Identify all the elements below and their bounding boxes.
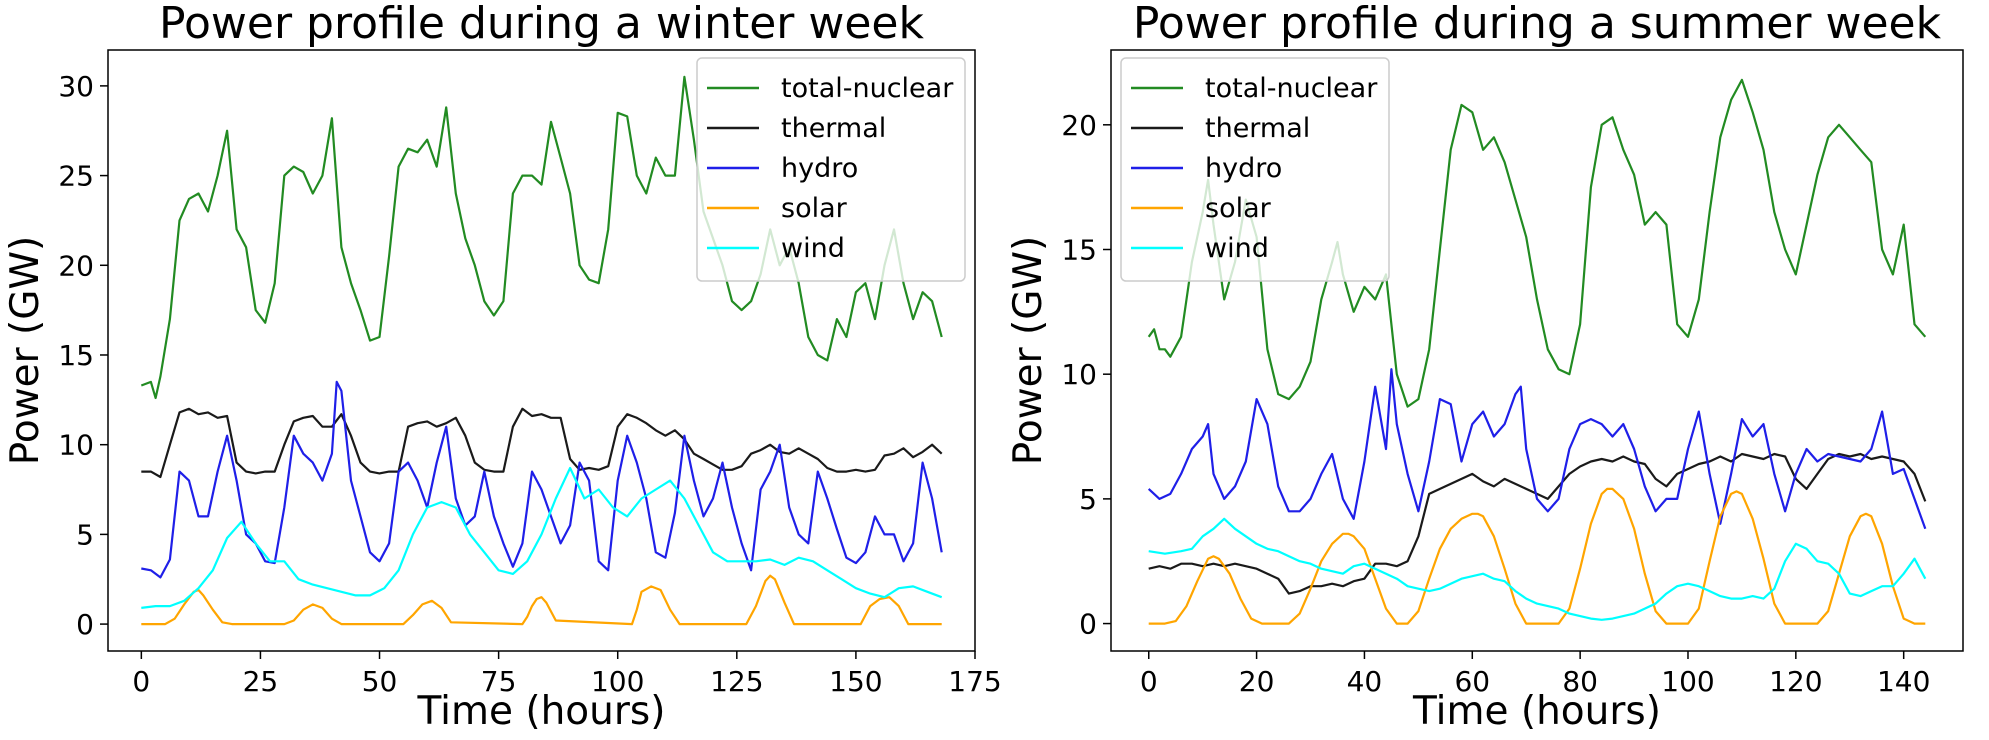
legend-label-thermal: thermal bbox=[1205, 113, 1310, 144]
x-tick-label: 100 bbox=[1661, 665, 1714, 698]
legend-label-wind: wind bbox=[1205, 233, 1269, 264]
y-tick-label: 25 bbox=[58, 160, 94, 193]
x-axis-label: Time (hours) bbox=[417, 689, 666, 734]
y-axis-label: Power (GW) bbox=[1006, 236, 1051, 466]
y-tick-label: 20 bbox=[1061, 109, 1097, 142]
x-axis-label: Time (hours) bbox=[1412, 689, 1661, 734]
x-tick-label: 75 bbox=[481, 665, 517, 698]
plot-frame bbox=[107, 49, 976, 652]
series-line-hydro bbox=[141, 380, 943, 579]
legend: total-nuclear thermal hydro solar wind bbox=[696, 57, 966, 282]
x-tick-label: 120 bbox=[1769, 665, 1822, 698]
legend-label-hydro: hydro bbox=[1205, 153, 1282, 184]
series-line-thermal bbox=[1148, 452, 1927, 595]
legend-label-total-nuclear: total-nuclear bbox=[1205, 73, 1378, 104]
y-tick-label: 20 bbox=[58, 249, 94, 282]
series-line-wind bbox=[1148, 517, 1927, 621]
x-tick-label: 50 bbox=[362, 665, 398, 698]
series-line-solar bbox=[141, 574, 942, 626]
x-tick-label: 0 bbox=[132, 665, 150, 698]
plot-frame bbox=[1110, 49, 1964, 652]
x-tick-label: 0 bbox=[1140, 665, 1158, 698]
series-line-hydro bbox=[1147, 368, 1927, 530]
legend: total-nuclear thermal hydro solar wind bbox=[1120, 57, 1390, 282]
y-tick-label: 5 bbox=[1079, 483, 1097, 516]
chart-panel-winter: 0 25 50 75 100 125 150 175 0 5 10 15 20 25 30 Power pro… bbox=[3, 0, 1002, 734]
legend-box bbox=[1120, 57, 1390, 282]
y-tick-label: 10 bbox=[58, 429, 94, 462]
x-tick-label: 150 bbox=[829, 665, 882, 698]
x-tick-label: 100 bbox=[591, 665, 644, 698]
y-tick-label: 5 bbox=[76, 518, 94, 551]
series-line-total-nuclear bbox=[140, 75, 943, 400]
legend-label-wind: wind bbox=[781, 233, 845, 264]
y-tick-label: 0 bbox=[1079, 608, 1097, 641]
y-tick-label: 10 bbox=[1061, 358, 1097, 391]
legend-label-total-nuclear: total-nuclear bbox=[781, 73, 954, 104]
x-tick-label: 40 bbox=[1347, 665, 1383, 698]
x-tick-label: 80 bbox=[1562, 665, 1598, 698]
legend-label-solar: solar bbox=[781, 193, 848, 224]
y-axis-label: Power (GW) bbox=[3, 236, 48, 466]
chart-title: Power profile during a winter week bbox=[159, 0, 924, 49]
series-line-wind bbox=[141, 466, 943, 609]
chart-title: Power profile during a summer week bbox=[1133, 0, 1942, 49]
x-tick-label: 60 bbox=[1454, 665, 1490, 698]
y-tick-label: 30 bbox=[58, 70, 94, 103]
x-tick-label: 20 bbox=[1239, 665, 1275, 698]
chart-panel-summer: 0 20 40 60 80 100 120 140 0 5 10 15 20 Power profile … bbox=[1006, 0, 1964, 734]
legend-label-hydro: hydro bbox=[781, 153, 858, 184]
y-tick-label: 15 bbox=[1061, 234, 1097, 267]
legend-box bbox=[696, 57, 966, 282]
series-line-thermal bbox=[141, 407, 943, 479]
x-tick-label: 175 bbox=[948, 665, 1001, 698]
x-tick-label: 125 bbox=[710, 665, 763, 698]
legend-label-thermal: thermal bbox=[781, 113, 886, 144]
series-line-solar bbox=[1148, 487, 1926, 625]
y-tick-label: 15 bbox=[58, 339, 94, 372]
x-tick-label: 25 bbox=[243, 665, 279, 698]
legend-label-solar: solar bbox=[1205, 193, 1272, 224]
x-tick-label: 140 bbox=[1877, 665, 1930, 698]
y-tick-label: 0 bbox=[76, 608, 94, 641]
